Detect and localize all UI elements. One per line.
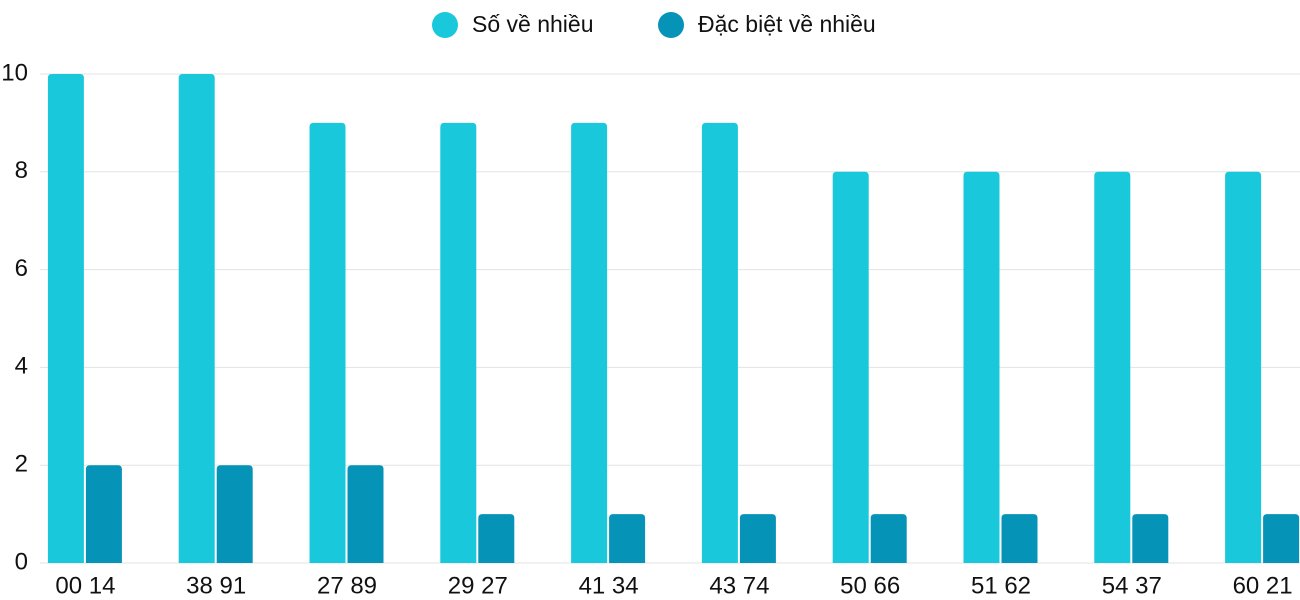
bar [478, 514, 515, 563]
x-tick-label: 51 62 [971, 572, 1031, 599]
x-tick-label: 41 34 [579, 572, 639, 599]
x-tick-label: 50 66 [840, 572, 900, 599]
legend-marker [658, 12, 684, 38]
y-tick-label: 2 [15, 451, 28, 478]
bar [1263, 514, 1300, 563]
bar [178, 74, 215, 563]
y-tick-label: 8 [15, 157, 28, 184]
bar [963, 171, 1000, 564]
x-tick-label: 27 89 [317, 572, 377, 599]
bar [440, 122, 477, 564]
bar [309, 122, 346, 564]
bar [701, 122, 738, 564]
bar [870, 514, 907, 563]
bar [347, 465, 384, 563]
y-tick-label: 4 [15, 353, 28, 380]
bar [832, 171, 869, 564]
bar [1094, 171, 1131, 564]
bar [1132, 514, 1169, 563]
bar [216, 465, 253, 563]
y-tick-label: 10 [1, 59, 28, 86]
x-tick-label: 38 91 [186, 572, 246, 599]
bar [47, 74, 84, 563]
x-tick-label: 54 37 [1102, 572, 1162, 599]
legend-label: Số về nhiều [472, 11, 593, 37]
y-tick-label: 0 [15, 548, 28, 575]
bar [85, 465, 122, 563]
y-tick-label: 6 [15, 255, 28, 282]
bar [739, 514, 776, 563]
bar [571, 122, 608, 564]
x-tick-label: 60 21 [1233, 572, 1293, 599]
legend-label: Đặc biệt về nhiều [698, 11, 876, 37]
bar [1001, 514, 1038, 563]
legend-marker [432, 12, 458, 38]
x-tick-label: 00 14 [55, 572, 115, 599]
x-tick-label: 29 27 [448, 572, 508, 599]
bar [609, 514, 646, 563]
bar [1225, 171, 1262, 564]
x-tick-label: 43 74 [709, 572, 769, 599]
